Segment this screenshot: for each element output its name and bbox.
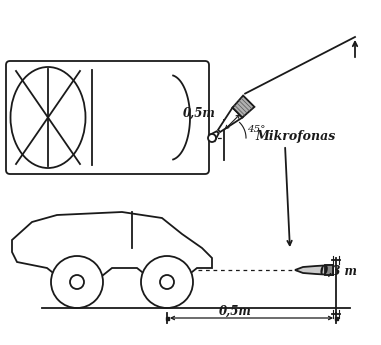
FancyBboxPatch shape bbox=[6, 61, 209, 174]
Circle shape bbox=[141, 256, 193, 308]
Ellipse shape bbox=[11, 67, 85, 168]
Text: Mikrofonas: Mikrofonas bbox=[255, 130, 335, 143]
Polygon shape bbox=[295, 265, 333, 275]
Circle shape bbox=[160, 275, 174, 289]
Text: 45°: 45° bbox=[247, 125, 266, 134]
Polygon shape bbox=[12, 212, 212, 282]
Polygon shape bbox=[218, 108, 242, 132]
Polygon shape bbox=[325, 265, 333, 275]
Text: 0,3 m: 0,3 m bbox=[320, 265, 357, 278]
Polygon shape bbox=[232, 96, 255, 118]
Polygon shape bbox=[209, 131, 219, 141]
Circle shape bbox=[70, 275, 84, 289]
Bar bbox=[165, 316, 168, 319]
Circle shape bbox=[208, 134, 216, 142]
Text: 0,5m: 0,5m bbox=[183, 107, 216, 120]
Text: 0,5m: 0,5m bbox=[219, 305, 251, 318]
Circle shape bbox=[51, 256, 103, 308]
Bar bbox=[335, 316, 338, 319]
